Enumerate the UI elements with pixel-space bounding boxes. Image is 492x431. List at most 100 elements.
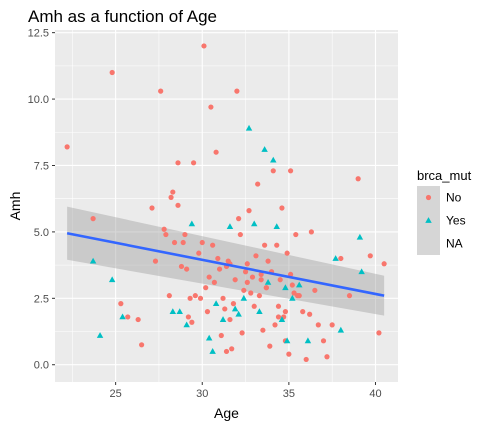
point-brca-yes	[282, 284, 289, 291]
point-brca-no	[118, 301, 124, 307]
point-brca-no	[300, 309, 306, 315]
point-brca-no	[163, 231, 169, 238]
point-brca-no	[258, 271, 264, 278]
point-brca-yes	[188, 220, 196, 227]
point-brca-no	[189, 319, 195, 325]
point-brca-yes	[89, 257, 97, 264]
point-brca-no	[239, 330, 245, 336]
point-brca-no	[161, 226, 167, 232]
point-brca-no	[158, 88, 164, 94]
point-brca-no	[180, 239, 186, 246]
point-brca-no	[277, 277, 283, 283]
point-brca-no	[246, 208, 252, 214]
point-brca-no	[329, 322, 335, 328]
point-brca-yes	[261, 146, 268, 152]
point-brca-no	[338, 255, 344, 262]
point-brca-yes	[289, 294, 296, 301]
legend-key	[417, 232, 440, 255]
point-brca-no	[260, 327, 266, 333]
point-brca-no	[236, 216, 242, 222]
point-brca-no	[249, 274, 256, 280]
point-brca-yes	[183, 321, 190, 328]
point-brca-no	[267, 343, 273, 349]
point-brca-no	[315, 322, 321, 328]
point-brca-no	[275, 314, 282, 320]
point-brca-no	[234, 88, 240, 94]
point-brca-no	[229, 346, 235, 352]
y-tick-label: 0.0	[34, 360, 49, 372]
point-brca-no	[64, 144, 70, 150]
y-axis-ticks: 0.0 2.5 5.0 7.5 10.0 12.5	[28, 28, 55, 372]
point-brca-no	[272, 322, 278, 328]
point-brca-no	[168, 194, 174, 200]
point-brca-no	[232, 277, 238, 283]
point-brca-yes	[356, 233, 364, 240]
point-brca-no	[166, 293, 172, 299]
point-brca-yes	[256, 308, 263, 314]
point-brca-no	[256, 293, 263, 299]
point-brca-no	[293, 231, 299, 238]
point-brca-no	[284, 250, 290, 256]
point-brca-no	[289, 282, 295, 288]
point-brca-no	[90, 216, 96, 222]
point-brca-no	[242, 269, 249, 275]
point-brca-yes	[296, 281, 303, 288]
point-brca-no	[139, 342, 145, 348]
legend-label: NA	[446, 237, 463, 251]
point-brca-no	[190, 160, 197, 166]
point-brca-no	[296, 293, 302, 299]
point-brca-yes	[226, 223, 234, 229]
point-brca-no	[320, 338, 327, 344]
point-brca-no	[255, 181, 261, 187]
y-tick-label: 5.0	[34, 227, 49, 239]
point-brca-no	[187, 295, 193, 301]
point-brca-no	[279, 205, 285, 211]
point-brca-no	[204, 309, 211, 315]
x-axis-title: Age	[214, 405, 239, 421]
point-brca-no	[185, 314, 191, 320]
point-brca-no	[222, 306, 228, 312]
point-brca-no	[230, 301, 237, 307]
fit-line	[66, 231, 385, 297]
point-brca-no	[270, 168, 276, 174]
point-brca-no	[307, 311, 313, 317]
point-brca-no	[251, 303, 257, 309]
point-brca-no	[197, 295, 204, 301]
x-tick-label: 40	[369, 388, 381, 400]
point-brca-no	[275, 303, 282, 309]
x-tick-label: 35	[283, 388, 295, 400]
point-brca-no	[346, 293, 353, 299]
point-brca-no	[287, 168, 294, 174]
x-axis-ticks: 25 30 35 40	[110, 382, 382, 400]
point-brca-no	[312, 287, 318, 293]
point-brca-no	[241, 287, 247, 293]
point-brca-no	[263, 285, 269, 291]
point-brca-yes	[270, 156, 277, 163]
point-brca-yes	[108, 276, 116, 283]
legend-label: No	[446, 191, 462, 205]
point-brca-no	[227, 316, 233, 323]
point-brca-no	[258, 277, 264, 283]
point-brca-no	[210, 242, 216, 248]
y-tick-label: 2.5	[34, 293, 49, 305]
point-brca-yes	[96, 332, 104, 338]
point-brca-yes	[231, 305, 239, 312]
point-brca-no	[218, 332, 224, 339]
point-brca-no	[152, 258, 159, 264]
point-brca-no	[170, 189, 176, 195]
point-brca-no	[199, 239, 205, 246]
point-brca-no	[274, 242, 280, 248]
point-brca-no	[182, 231, 188, 238]
point-brca-no	[282, 309, 288, 315]
point-brca-no	[308, 229, 314, 235]
y-axis-title: Amh	[7, 192, 23, 221]
point-brca-no	[125, 314, 131, 320]
point-brca-yes	[219, 316, 227, 322]
point-brca-yes	[212, 300, 220, 307]
point-brca-yes	[278, 316, 286, 322]
x-tick-label: 25	[110, 388, 122, 400]
point-brca-no	[178, 263, 185, 270]
point-brca-yes	[245, 124, 253, 131]
fit-line-layer	[66, 231, 385, 297]
